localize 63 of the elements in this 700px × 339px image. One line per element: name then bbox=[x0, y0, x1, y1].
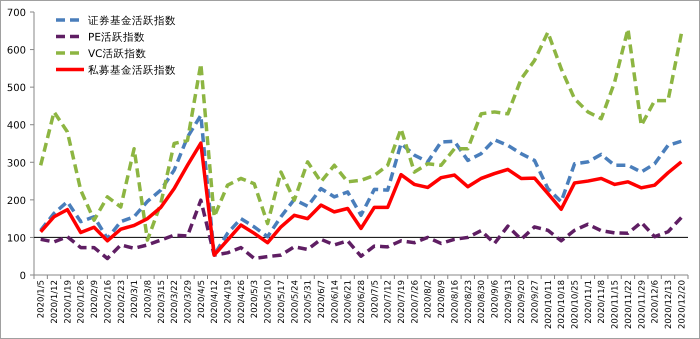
x-tick-label: 2020/12/6 bbox=[650, 280, 661, 324]
x-tick-label: 2020/7/12 bbox=[384, 280, 394, 324]
x-tick-label: 2020/8/23 bbox=[464, 280, 474, 324]
x-tick-label: 2020/5/31 bbox=[304, 280, 314, 324]
x-tick-label: 2020/2/16 bbox=[103, 280, 114, 324]
x-tick-label: 2020/11/22 bbox=[624, 280, 634, 329]
y-tick-label: 600 bbox=[6, 46, 26, 57]
y-tick-label: 700 bbox=[6, 8, 26, 19]
x-tick-label: 2020/3/1 bbox=[130, 280, 140, 318]
x-tick-label: 2020/4/26 bbox=[236, 280, 247, 324]
x-tick-label: 2020/1/19 bbox=[63, 280, 74, 324]
x-tick-label: 2020/11/29 bbox=[637, 280, 648, 329]
x-tick-label: 2020/10/11 bbox=[544, 280, 554, 329]
x-tick-label: 2020/5/17 bbox=[276, 280, 287, 324]
x-tick-label: 2020/8/2 bbox=[424, 280, 434, 318]
x-tick-label: 2020/5/24 bbox=[290, 280, 300, 324]
legend-label: 证券基金活跃指数 bbox=[88, 14, 176, 27]
x-tick-label: 2020/9/20 bbox=[517, 280, 528, 324]
x-tick-label: 2020/8/16 bbox=[450, 280, 460, 324]
x-tick-label: 2020/11/1 bbox=[584, 280, 594, 324]
x-tick-label: 2020/8/9 bbox=[437, 280, 448, 318]
x-tick-label: 2020/5/3 bbox=[250, 280, 260, 318]
y-tick-label: 200 bbox=[6, 196, 26, 207]
x-tick-label: 2020/8/30 bbox=[477, 280, 488, 324]
legend-label: PE活跃指数 bbox=[88, 32, 145, 44]
x-tick-label: 2020/6/21 bbox=[344, 280, 354, 324]
x-tick-label: 2020/6/28 bbox=[357, 280, 367, 324]
y-tick-label: 500 bbox=[6, 83, 26, 94]
x-tick-label: 2020/2/9 bbox=[90, 280, 100, 318]
y-tick-label: 400 bbox=[6, 120, 26, 132]
x-tick-label: 2020/9/27 bbox=[530, 280, 541, 324]
x-tick-label: 2020/11/8 bbox=[597, 280, 608, 324]
x-tick-label: 2020/2/23 bbox=[116, 280, 127, 324]
x-tick-label: 2020/4/19 bbox=[224, 280, 234, 324]
x-tick-label: 2020/5/10 bbox=[264, 280, 274, 324]
x-tick-label: 2020/7/26 bbox=[410, 280, 420, 324]
x-tick-label: 2020/10/18 bbox=[557, 280, 568, 329]
y-tick-label: 0 bbox=[20, 271, 26, 282]
line-series bbox=[38, 198, 684, 260]
x-tick-label: 2020/9/13 bbox=[504, 280, 514, 324]
x-tick-label: 2020/3/15 bbox=[156, 280, 167, 324]
legend-label: VC活跃指数 bbox=[88, 48, 147, 60]
x-tick-label: 2020/12/13 bbox=[664, 280, 674, 329]
x-tick-label: 2020/4/12 bbox=[210, 280, 220, 324]
x-tick-label: 2020/6/7 bbox=[316, 280, 327, 318]
x-tick-label: 2020/1/5 bbox=[36, 280, 47, 318]
x-tick-label: 2020/9/6 bbox=[490, 280, 500, 318]
x-tick-label: 2020/4/5 bbox=[196, 280, 207, 318]
x-tick-label: 2020/3/29 bbox=[183, 280, 194, 324]
x-tick-label: 2020/6/14 bbox=[330, 280, 340, 324]
x-tick-label: 2020/12/20 bbox=[677, 280, 688, 329]
x-tick-label: 2020/1/26 bbox=[76, 280, 87, 324]
x-tick-label: 2020/7/5 bbox=[370, 280, 380, 318]
x-tick-label: 2020/10/25 bbox=[570, 280, 581, 329]
x-tick-label: 2020/1/12 bbox=[50, 280, 60, 324]
x-tick-label: 2020/3/22 bbox=[170, 280, 180, 324]
line-series bbox=[38, 141, 684, 257]
y-tick-label: 100 bbox=[6, 233, 26, 244]
x-tick-label: 2020/7/19 bbox=[397, 280, 408, 324]
x-tick-label: 2020/11/15 bbox=[610, 280, 621, 329]
y-tick-label: 300 bbox=[6, 158, 26, 170]
x-tick-label: 2020/3/8 bbox=[143, 280, 154, 318]
legend-label: 私募基金活跃指数 bbox=[88, 64, 176, 76]
